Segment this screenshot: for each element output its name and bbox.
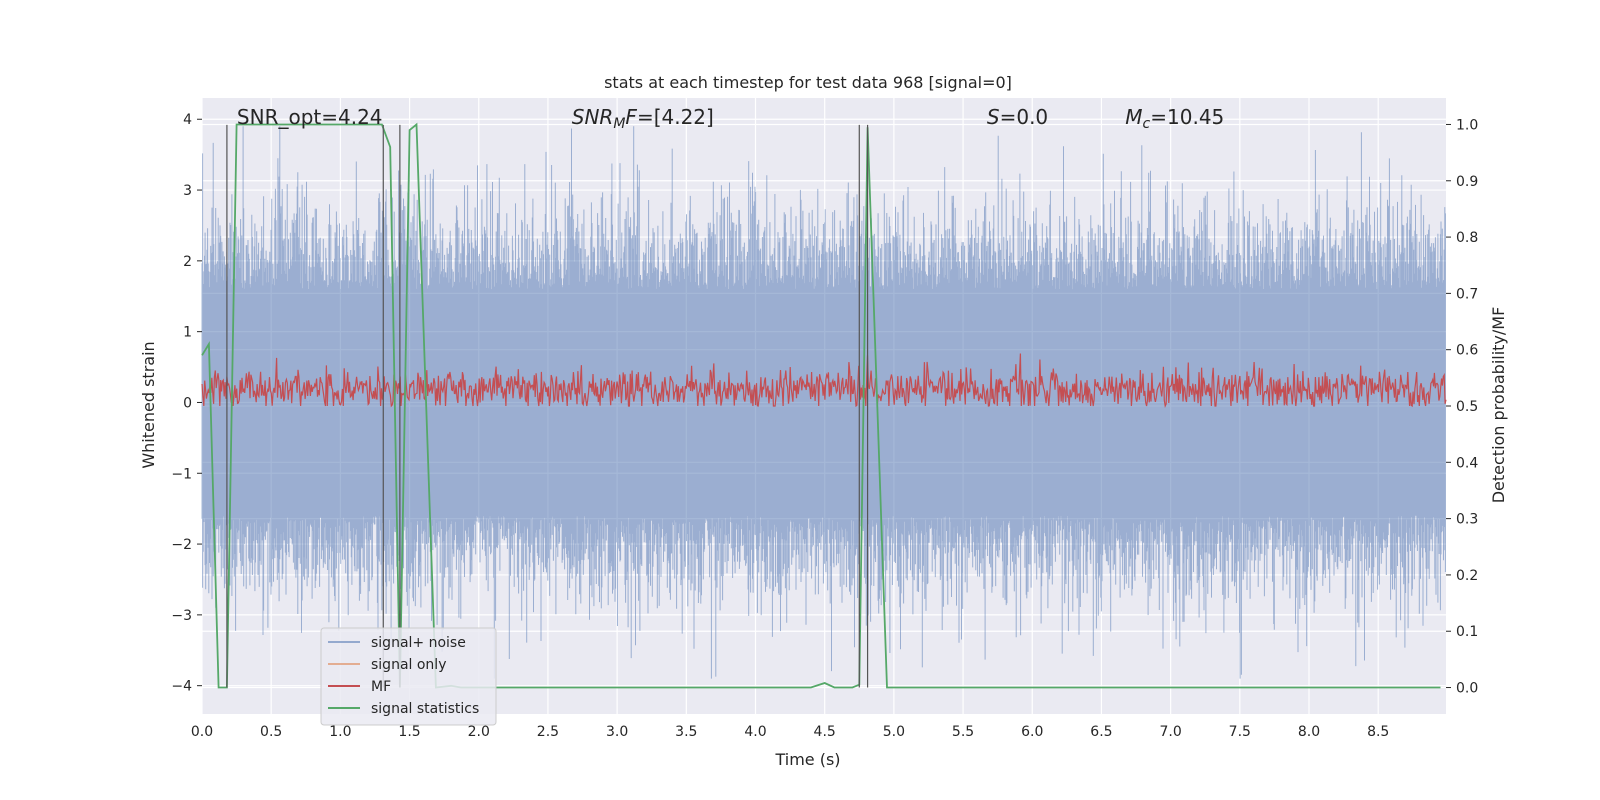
y-tick-label-left: −3 — [171, 608, 192, 624]
y-tick-label-right: 0.9 — [1456, 174, 1478, 190]
x-tick-label: 7.0 — [1159, 724, 1181, 740]
y-tick-label-right: 1.0 — [1456, 117, 1478, 133]
y-tick-label-right: 0.7 — [1456, 286, 1478, 302]
legend-label-mf: MF — [371, 679, 391, 695]
x-tick-label: 6.0 — [1021, 724, 1043, 740]
x-tick-label: 8.0 — [1298, 724, 1320, 740]
y-tick-label-right: 0.2 — [1456, 568, 1478, 584]
x-tick-label: 6.5 — [1090, 724, 1112, 740]
legend-label-signal-statistics: signal statistics — [371, 701, 479, 717]
x-tick-label: 1.5 — [398, 724, 420, 740]
annotation-1: SNRMF=[4.22] — [572, 105, 714, 132]
y-tick-label-left: 2 — [183, 254, 192, 270]
x-tick-label: 3.0 — [606, 724, 628, 740]
legend-box — [320, 627, 497, 726]
y-axis-label-right: Detection probability/MF — [1489, 307, 1508, 504]
y-tick-label-left: 0 — [183, 395, 192, 411]
x-tick-label: 5.5 — [952, 724, 974, 740]
annotations: SNR_opt=4.24 SNRMF=[4.22] S=0.0 Mc=10.45 — [237, 105, 1224, 132]
x-tick-label: 2.5 — [537, 724, 559, 740]
y-tick-label-right: 0.0 — [1456, 681, 1478, 697]
x-tick-label: 8.5 — [1367, 724, 1389, 740]
y-tick-label-left: −2 — [171, 537, 192, 553]
vertical-lines — [226, 124, 869, 688]
y-tick-label-right: 0.1 — [1456, 624, 1478, 640]
x-tick-label: 2.0 — [468, 724, 490, 740]
legend-label-signal-noise: signal+ noise — [371, 635, 466, 651]
y-tick-label-right: 0.8 — [1456, 230, 1478, 246]
x-tick-label: 5.0 — [883, 724, 905, 740]
legend-label-signal-only: signal only — [371, 657, 446, 673]
annotation-2: S=0.0 — [987, 105, 1048, 129]
chart-title: stats at each timestep for test data 968… — [604, 73, 1012, 92]
y-tick-label-right: 0.4 — [1456, 455, 1478, 471]
x-axis-label: Time (s) — [774, 750, 840, 769]
annotation-0: SNR_opt=4.24 — [237, 105, 383, 129]
x-tick-label: 4.5 — [814, 724, 836, 740]
axes: 0.0 0.5 1.0 1.5 2.0 2.5 3.0 3.5 4.0 4.5 5.0 5.5 6.0 6… — [171, 112, 1478, 740]
x-tick-label: 0.0 — [191, 724, 213, 740]
y-tick-label-right: 0.5 — [1456, 399, 1478, 415]
y-axis-label-left: Whitened strain — [139, 341, 158, 468]
x-tick-label: 7.5 — [1229, 724, 1251, 740]
x-tick-label: 0.5 — [260, 724, 282, 740]
y-tick-label-left: 4 — [183, 112, 192, 128]
y-tick-label-right: 0.6 — [1456, 343, 1478, 359]
legend: signal+ noise signal only MF signal stat… — [320, 627, 497, 726]
x-tick-label: 4.0 — [744, 724, 766, 740]
x-tick-label: 3.5 — [675, 724, 697, 740]
series-mf — [201, 353, 1447, 409]
annotation-3: Mc=10.45 — [1125, 105, 1224, 132]
y-tick-label-left: 3 — [183, 183, 192, 199]
y-tick-label-left: −4 — [171, 679, 192, 695]
y-tick-label-left: 1 — [183, 325, 192, 341]
x-tick-label: 1.0 — [329, 724, 351, 740]
y-tick-label-left: −1 — [171, 466, 192, 482]
y-tick-label-right: 0.3 — [1456, 512, 1478, 528]
